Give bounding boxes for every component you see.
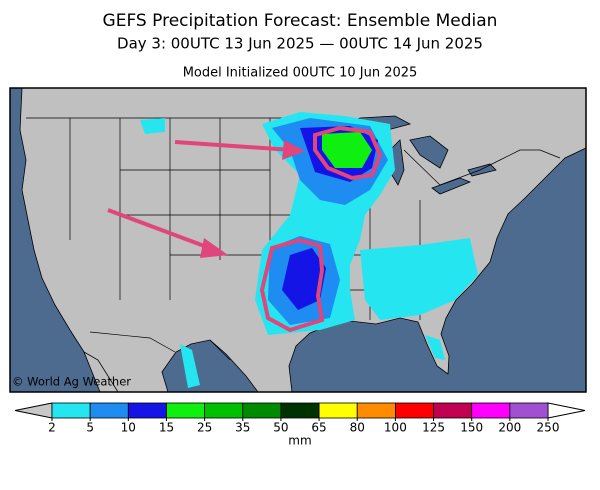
tick-label: 100: [384, 421, 407, 435]
baja: [83, 351, 119, 392]
color-box: [471, 402, 511, 419]
arrowheads: [200, 140, 305, 258]
tick-label: 35: [235, 421, 250, 435]
color-box: [433, 402, 473, 419]
color-box: [394, 402, 434, 419]
tick-label: 65: [311, 421, 326, 435]
tick-label: 5: [86, 421, 94, 435]
color-box: [318, 402, 358, 419]
color-box: [509, 402, 549, 419]
init-time: Model Initialized 00UTC 10 Jun 2025: [183, 66, 418, 81]
map: © World Ag Weather: [9, 87, 587, 393]
map-body: [10, 88, 586, 392]
color-box: [89, 402, 129, 419]
tick-label: 200: [498, 421, 521, 435]
color-box: [356, 402, 396, 419]
map-frame: [9, 87, 587, 393]
highlights: [107, 125, 383, 333]
tick-label: 50: [273, 421, 288, 435]
tick-label: 80: [350, 421, 365, 435]
subtitle: Day 3: 00UTC 13 Jun 2025 — 00UTC 14 Jun …: [117, 35, 483, 53]
color-box: [242, 402, 282, 419]
color-box: [280, 402, 320, 419]
color-box: [166, 402, 206, 419]
unit: mm: [288, 434, 311, 448]
tick-label: 150: [460, 421, 483, 435]
colorbar: 2 5 10 15 25 35 50 65 80 100 125 150 200 250: [14, 402, 586, 435]
tick-label: 10: [121, 421, 136, 435]
color-box: [204, 402, 244, 419]
tick-label: 2: [48, 421, 56, 435]
title: GEFS Precipitation Forecast: Ensemble Me…: [103, 11, 498, 31]
tick-label: 125: [422, 421, 445, 435]
tick-label: 250: [537, 421, 560, 435]
tick-label: 25: [197, 421, 212, 435]
tick-label: 15: [159, 421, 174, 435]
credit: © World Ag Weather: [12, 375, 131, 389]
color-box: [51, 402, 91, 419]
color-box: [127, 402, 167, 419]
